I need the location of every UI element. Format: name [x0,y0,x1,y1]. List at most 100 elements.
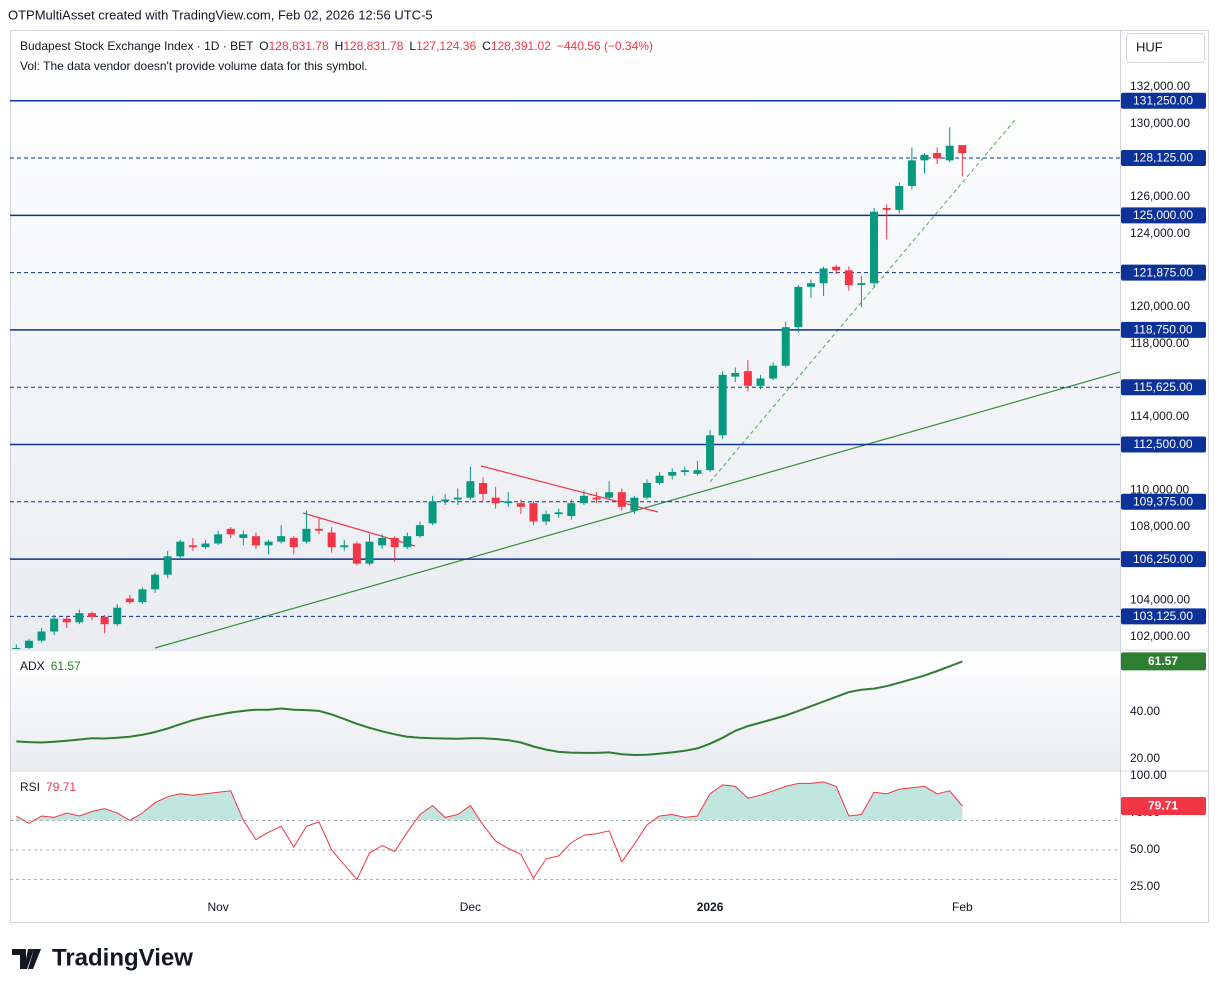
candle-body [895,186,904,210]
level-badge [1121,150,1206,167]
currency-box[interactable] [1126,33,1205,63]
candle-body [75,613,84,623]
ohlc-key: L [409,39,416,53]
y-tick-label: 50.00 [1130,842,1160,856]
candle-body [441,499,450,502]
level-badge [1121,436,1206,453]
candles [10,100,1120,649]
ohlc-key: H [335,39,344,53]
footer-logo: TradingView [12,944,193,971]
candle-body [605,492,614,498]
frame [10,30,1209,923]
y-tick-label: 110,000.00 [1130,483,1189,497]
candle-body [403,536,412,548]
candle-body [680,470,689,472]
candle-body [844,270,853,286]
rsi-pane [10,772,1120,922]
indicator-value: 79.71 [46,780,76,794]
candle-body [24,640,33,648]
candle-body [151,574,160,590]
candle-body [655,475,664,483]
indicator-name: RSI [20,780,40,794]
candle-body [352,543,361,564]
candle-body [466,481,475,498]
candle-body [668,471,677,476]
y-tick-label: 40.00 [1130,704,1160,718]
level-badge [1121,264,1206,281]
logo-mark [12,949,41,969]
volume-note: Vol: The data vendor doesn't provide vol… [20,59,368,73]
attribution: OTPMultiAsset created with TradingView.c… [8,7,433,22]
y-tick-label: 25.00 [1130,879,1160,893]
candle-body [415,525,424,537]
trend-line [480,465,659,513]
ohlc-value: 128,831.78 [343,39,403,53]
indicator-value: 61.57 [51,659,81,673]
candle-body [289,537,298,548]
candle-body [756,378,765,386]
indicator-legend: RSI 79.71 [20,780,76,794]
candle-body [37,631,46,641]
candle-body [958,145,967,154]
candle-body [327,532,336,548]
candle-body [857,283,866,286]
ohlc-value: 128,391.02 [491,39,551,53]
indicator [16,660,963,757]
candle-body [113,607,122,625]
currency[interactable]: HUF [1136,39,1163,54]
level-label: 118,750.00 [1133,323,1192,337]
x-tick-label: 2026 [697,900,724,914]
indicator-legend: ADX 61.57 [20,659,81,673]
candle-body [12,647,21,649]
candle-body [542,514,551,522]
level-badge [1121,92,1206,109]
candle-body [870,211,879,284]
legend-title: Budapest Stock Exchange Index · 1D · BET [20,39,254,53]
candle-body [277,536,286,542]
candle-body [428,501,437,524]
candle-body [251,536,260,546]
candle-body [87,613,96,617]
candle-body [302,528,311,542]
candle-body [239,534,248,538]
candle-body [125,598,134,603]
candle-body [340,545,349,548]
candle-body [479,482,488,494]
candle-body [642,482,651,498]
indicator-badge-label: 61.57 [1148,654,1178,668]
candle-body [781,327,790,366]
y-tick-label: 132,000.00 [1130,79,1190,93]
level-label: 109,375.00 [1133,494,1193,508]
candle-body [504,501,513,504]
candle-body [579,495,588,504]
candle-body [453,497,462,500]
candle-body [630,497,639,511]
level-label: 125,000.00 [1133,208,1193,222]
brand: TradingView [52,944,193,971]
candle-body [315,528,324,531]
candle-body [794,286,803,328]
y-tick-label: 120,000.00 [1130,299,1190,313]
candle-body [365,541,374,564]
candle-body [945,145,954,161]
overbought-fill [16,781,963,821]
level-badge [1121,379,1206,396]
level-label: 121,875.00 [1133,265,1193,279]
candle-body [201,543,210,548]
candle-body [693,470,702,474]
y-tick-label: 108,000.00 [1130,519,1190,533]
level-badge [1121,207,1206,224]
candle-body [832,266,841,271]
ohlc-key: C [482,39,491,53]
x-tick-label: Feb [952,900,973,914]
candle-body [567,503,576,516]
candle-body [706,435,715,471]
candle-body [138,589,147,603]
x-tick-label: Dec [460,900,481,914]
candle-body [50,618,59,632]
change: −440.56 (−0.34%) [557,39,653,53]
y-tick-label: 124,000.00 [1130,226,1190,240]
candle-body [592,497,601,500]
candle-body [920,154,929,161]
